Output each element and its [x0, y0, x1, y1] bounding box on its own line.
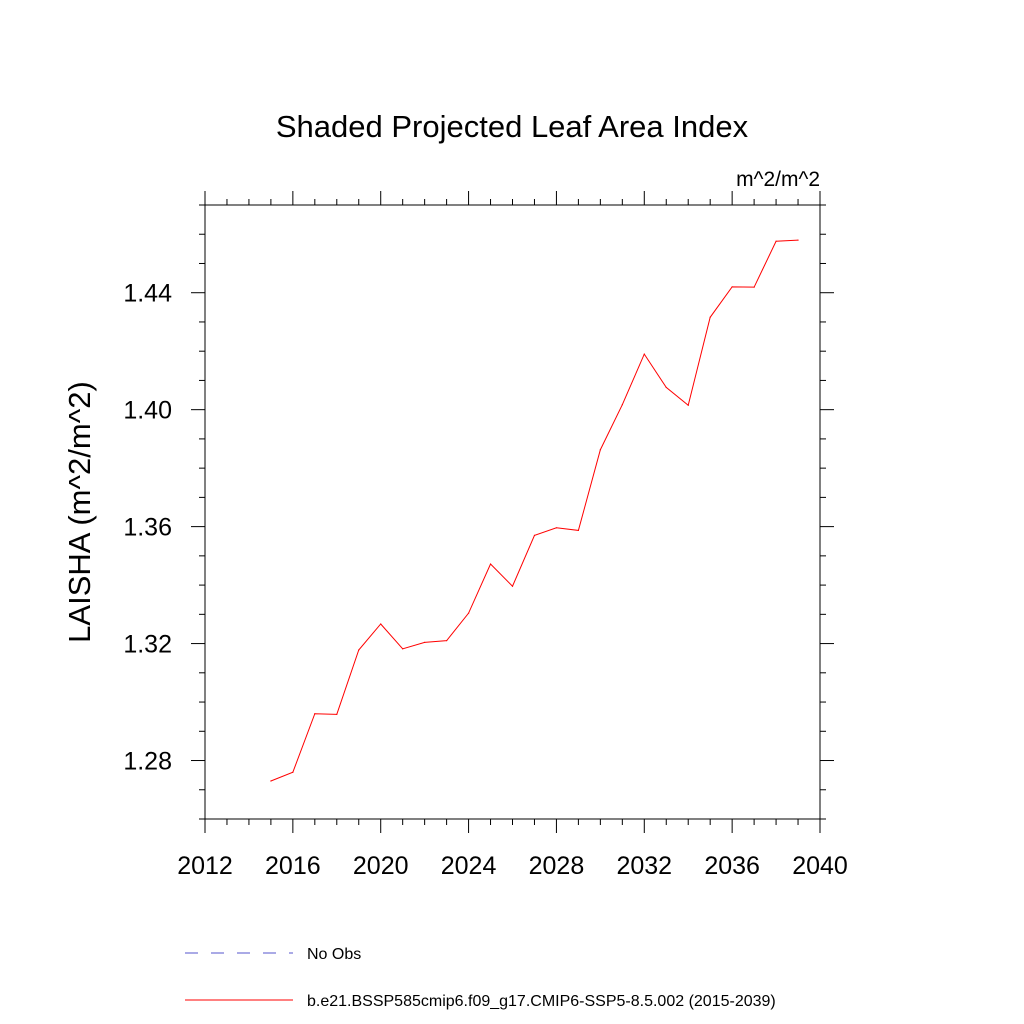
data-point [621, 404, 623, 406]
data-point [424, 641, 426, 644]
x-tick-label: 2036 [704, 852, 760, 880]
legend: No Obs b.e21.BSSP585cmip6.f09_g17.CMIP6-… [185, 946, 776, 1010]
data-point [314, 713, 316, 715]
x-tick-label: 2020 [353, 852, 409, 880]
axis-ticks [191, 191, 834, 833]
plot-frame [204, 204, 821, 820]
data-point [797, 239, 799, 241]
series-layer [270, 239, 799, 782]
x-tick-label: 2040 [792, 852, 848, 880]
data-point [687, 404, 689, 406]
data-point [665, 386, 667, 389]
data-point [489, 563, 492, 565]
data-point [731, 286, 733, 288]
data-point [380, 623, 382, 625]
legend-label-no-obs: No Obs [307, 946, 361, 963]
data-point [599, 449, 601, 451]
data-point [533, 534, 536, 536]
x-tick-label: 2024 [441, 852, 497, 880]
data-point [511, 585, 514, 587]
x-tick-label: 2028 [529, 852, 585, 880]
data-point [336, 713, 338, 715]
y-tick-label: 1.28 [123, 748, 172, 776]
x-tick-label: 2032 [616, 852, 672, 880]
data-point [577, 529, 579, 532]
data-point [709, 316, 711, 318]
data-point [753, 286, 755, 288]
data-point [292, 771, 294, 773]
series-line [270, 239, 799, 782]
data-point [270, 780, 272, 782]
units-label: m^2/m^2 [736, 168, 820, 191]
y-axis-label: LAISHA (m^2/m^2) [62, 381, 97, 643]
data-point [402, 648, 404, 650]
x-tick-labels: 2012 2016 2020 2024 2028 2032 2036 2040 [177, 852, 848, 880]
data-point [775, 240, 777, 242]
y-tick-label: 1.40 [123, 397, 172, 425]
chart-title: Shaded Projected Leaf Area Index [276, 109, 749, 144]
y-tick-label: 1.32 [123, 631, 172, 659]
data-point [446, 640, 448, 642]
data-point [467, 612, 470, 614]
legend-label-model-run: b.e21.BSSP585cmip6.f09_g17.CMIP6-SSP5-8.… [307, 993, 776, 1010]
y-tick-label: 1.44 [123, 280, 172, 308]
x-tick-label: 2016 [265, 852, 321, 880]
y-tick-labels: 1.28 1.32 1.36 1.40 1.44 [123, 280, 172, 776]
data-point [358, 649, 360, 651]
x-tick-label: 2012 [177, 852, 233, 880]
data-point [643, 353, 645, 355]
y-tick-label: 1.36 [123, 514, 172, 542]
data-point [555, 527, 558, 529]
